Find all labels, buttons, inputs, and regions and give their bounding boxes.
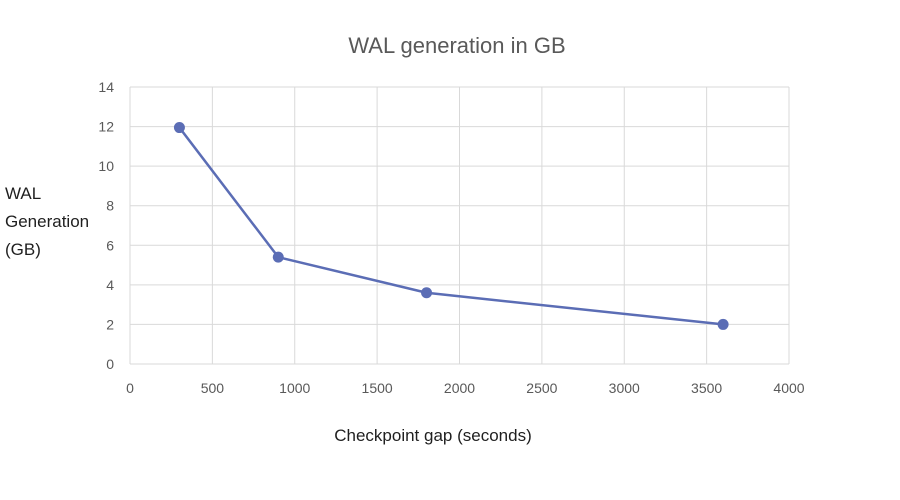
data-point — [421, 287, 433, 299]
y-tick-label: 0 — [106, 356, 114, 372]
y-tick-labels: 0 2 4 6 8 10 12 14 — [98, 79, 114, 372]
vertical-gridlines — [129, 87, 790, 364]
x-tick-label: 3500 — [691, 380, 722, 396]
y-tick-label: 2 — [106, 316, 114, 332]
y-axis-label-line-3: (GB) — [5, 240, 41, 259]
x-tick-label: 0 — [126, 380, 134, 396]
y-tick-label: 10 — [98, 158, 114, 174]
data-point — [717, 318, 729, 330]
y-tick-label: 14 — [98, 79, 114, 95]
series-line — [178, 126, 724, 326]
x-tick-label: 1000 — [279, 380, 310, 396]
y-tick-label: 4 — [106, 277, 114, 293]
x-tick-label: 4000 — [773, 380, 804, 396]
y-tick-label: 6 — [106, 237, 114, 253]
x-tick-label: 3000 — [609, 380, 640, 396]
x-tick-label: 1500 — [362, 380, 393, 396]
x-tick-label: 2000 — [444, 380, 475, 396]
y-tick-label: 8 — [106, 198, 114, 214]
chart-title: WAL generation in GB — [348, 33, 565, 58]
data-point — [272, 251, 284, 263]
data-point — [173, 122, 185, 134]
x-tick-label: 2500 — [526, 380, 557, 396]
y-axis-label-line-1: WAL — [5, 184, 41, 203]
x-tick-labels: 0 500 1000 1500 2000 2500 3000 3500 4000 — [126, 380, 805, 396]
series-layer — [173, 122, 729, 330]
y-tick-label: 12 — [98, 119, 114, 135]
y-axis-label: WAL Generation (GB) — [5, 184, 94, 259]
x-axis-label: Checkpoint gap (seconds) — [334, 426, 532, 445]
y-axis-label-line-2: Generation — [5, 212, 89, 231]
x-tick-label: 500 — [201, 380, 225, 396]
